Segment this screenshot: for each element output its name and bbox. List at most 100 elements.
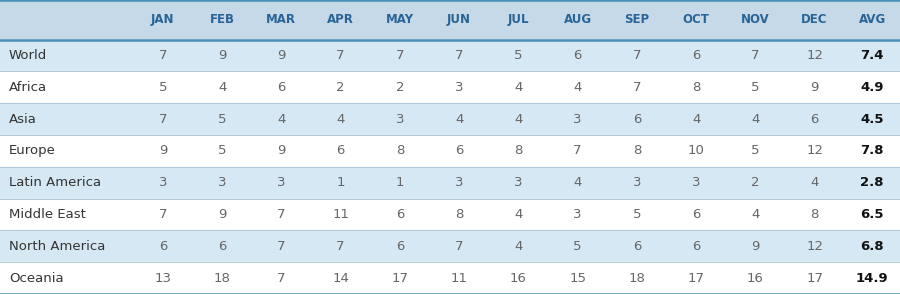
Text: 5: 5: [752, 81, 760, 94]
Text: 6: 6: [454, 144, 464, 158]
Text: 7: 7: [158, 113, 167, 126]
Text: 9: 9: [218, 208, 226, 221]
Text: 7.8: 7.8: [860, 144, 884, 158]
Text: 14.9: 14.9: [856, 272, 888, 285]
Text: 3: 3: [573, 113, 581, 126]
Text: 2.8: 2.8: [860, 176, 884, 189]
Text: 8: 8: [692, 81, 700, 94]
Text: North America: North America: [9, 240, 105, 253]
Text: 11: 11: [332, 208, 349, 221]
Text: 18: 18: [628, 272, 645, 285]
Text: 4.9: 4.9: [860, 81, 884, 94]
Text: 6: 6: [396, 240, 404, 253]
Text: Asia: Asia: [9, 113, 37, 126]
Text: 3: 3: [158, 176, 167, 189]
Text: 2: 2: [752, 176, 760, 189]
Text: 6.5: 6.5: [860, 208, 884, 221]
Text: AUG: AUG: [563, 13, 591, 26]
Text: 7: 7: [454, 49, 464, 62]
Text: 4: 4: [277, 113, 285, 126]
Text: 9: 9: [277, 144, 285, 158]
Text: JUL: JUL: [508, 13, 529, 26]
Text: 9: 9: [158, 144, 167, 158]
Text: 3: 3: [454, 81, 464, 94]
Text: 7: 7: [396, 49, 404, 62]
Text: Oceania: Oceania: [9, 272, 64, 285]
Text: 4: 4: [752, 208, 760, 221]
Text: 7: 7: [277, 208, 285, 221]
Text: 5: 5: [514, 49, 523, 62]
Text: 9: 9: [277, 49, 285, 62]
Text: 3: 3: [573, 208, 581, 221]
Text: 9: 9: [752, 240, 760, 253]
Text: FEB: FEB: [210, 13, 235, 26]
Text: 4: 4: [337, 113, 345, 126]
Text: 7: 7: [277, 272, 285, 285]
Text: 4: 4: [573, 176, 581, 189]
Text: 2: 2: [396, 81, 404, 94]
Text: 6: 6: [692, 49, 700, 62]
Text: 1: 1: [337, 176, 345, 189]
Text: 4: 4: [692, 113, 700, 126]
Text: 6: 6: [692, 240, 700, 253]
Text: 7: 7: [633, 81, 641, 94]
Bar: [0, 167, 900, 199]
Text: 6: 6: [573, 49, 581, 62]
Text: 4: 4: [218, 81, 226, 94]
Bar: [0, 103, 900, 135]
Text: 7: 7: [337, 49, 345, 62]
Text: 7: 7: [573, 144, 581, 158]
Text: JUN: JUN: [447, 13, 471, 26]
Text: 17: 17: [688, 272, 705, 285]
Text: DEC: DEC: [801, 13, 828, 26]
Text: 12: 12: [806, 49, 824, 62]
Text: 7.4: 7.4: [860, 49, 884, 62]
Text: 18: 18: [213, 272, 230, 285]
Text: 5: 5: [752, 144, 760, 158]
Text: Latin America: Latin America: [9, 176, 101, 189]
Text: 6: 6: [218, 240, 226, 253]
Text: 6: 6: [633, 113, 641, 126]
Text: 5: 5: [573, 240, 581, 253]
Bar: [0, 40, 900, 71]
Text: 6: 6: [810, 113, 819, 126]
Text: 6: 6: [396, 208, 404, 221]
Text: OCT: OCT: [682, 13, 709, 26]
Text: 4.5: 4.5: [860, 113, 884, 126]
Text: 3: 3: [633, 176, 641, 189]
Text: 6: 6: [337, 144, 345, 158]
Bar: [0, 135, 900, 167]
Text: 6: 6: [692, 208, 700, 221]
Text: 3: 3: [454, 176, 464, 189]
Text: 6.8: 6.8: [860, 240, 884, 253]
Text: 7: 7: [454, 240, 464, 253]
Text: 11: 11: [451, 272, 468, 285]
Text: 4: 4: [514, 240, 523, 253]
Text: APR: APR: [327, 13, 354, 26]
Text: 7: 7: [633, 49, 641, 62]
Text: 13: 13: [154, 272, 171, 285]
Text: 8: 8: [396, 144, 404, 158]
Text: Middle East: Middle East: [9, 208, 86, 221]
Text: 17: 17: [392, 272, 409, 285]
Text: 17: 17: [806, 272, 824, 285]
Text: 7: 7: [337, 240, 345, 253]
Text: 16: 16: [747, 272, 764, 285]
Text: 2: 2: [337, 81, 345, 94]
Text: 8: 8: [454, 208, 464, 221]
Text: NOV: NOV: [741, 13, 770, 26]
Text: 4: 4: [514, 208, 523, 221]
Text: 9: 9: [810, 81, 819, 94]
Text: JAN: JAN: [151, 13, 175, 26]
Text: 10: 10: [688, 144, 705, 158]
Text: 5: 5: [633, 208, 641, 221]
Text: 3: 3: [277, 176, 285, 189]
Bar: [0, 0, 900, 40]
Bar: [0, 262, 900, 294]
Text: 12: 12: [806, 144, 824, 158]
Text: 4: 4: [454, 113, 464, 126]
Text: 3: 3: [218, 176, 226, 189]
Text: MAY: MAY: [386, 13, 414, 26]
Text: 5: 5: [158, 81, 167, 94]
Text: 5: 5: [218, 144, 226, 158]
